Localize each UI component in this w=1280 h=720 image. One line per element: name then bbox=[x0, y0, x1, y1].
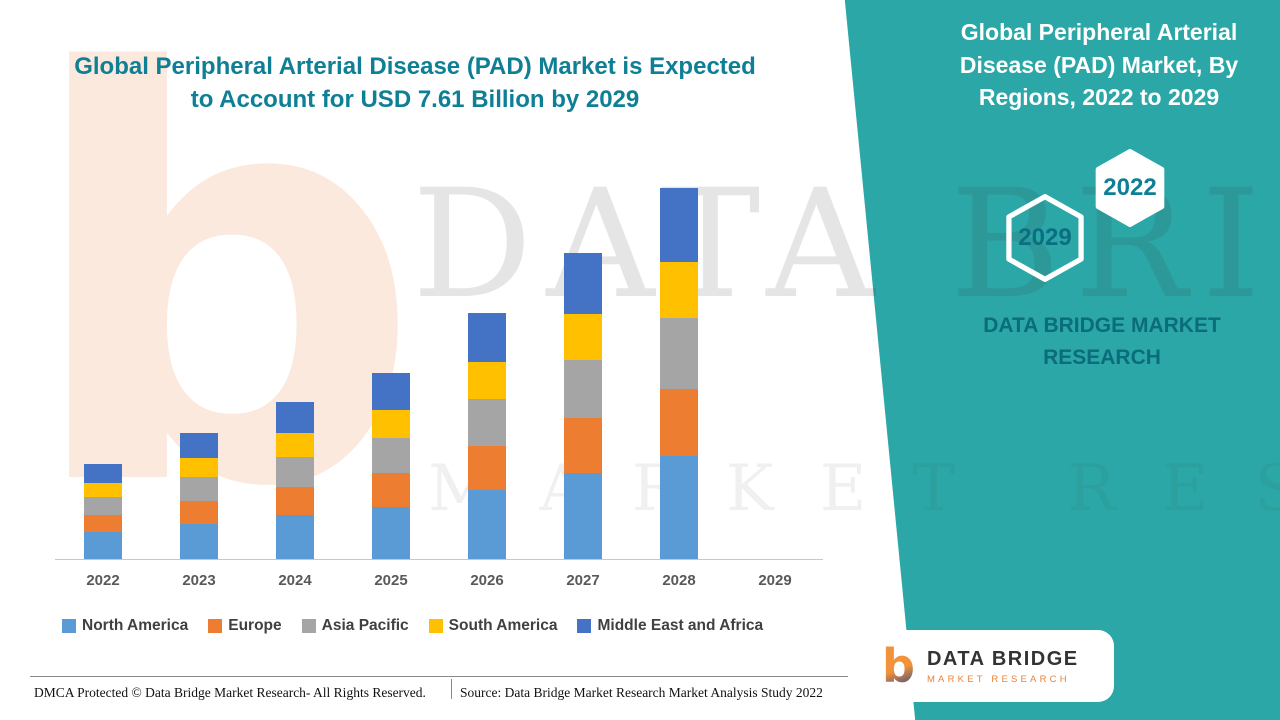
segment-north-america bbox=[468, 490, 506, 559]
segment-north-america bbox=[180, 524, 218, 559]
footer-divider-line bbox=[30, 676, 848, 677]
legend-swatch-icon bbox=[577, 619, 592, 633]
legend-swatch-icon bbox=[428, 619, 443, 633]
segment-south-america bbox=[276, 433, 314, 457]
footer-vertical-divider bbox=[451, 679, 452, 699]
page-title: Global Peripheral Arterial Disease (PAD)… bbox=[74, 53, 756, 114]
bar-slot-2029 bbox=[727, 175, 823, 559]
logo-name: DATA BRIDGE bbox=[926, 647, 1079, 670]
x-axis-label-2029: 2029 bbox=[758, 572, 792, 589]
source-note: Source: Data Bridge Market Research Mark… bbox=[460, 685, 823, 700]
bar-slot-2024 bbox=[247, 175, 343, 559]
stacked-bar-2026 bbox=[468, 313, 506, 559]
x-axis-label-2025: 2025 bbox=[374, 572, 408, 589]
stacked-bar-2023 bbox=[180, 433, 218, 559]
x-axis-label-2023: 2023 bbox=[182, 572, 216, 589]
segment-south-america bbox=[660, 262, 698, 318]
stacked-bar-2025 bbox=[372, 373, 410, 559]
x-axis-label-2024: 2024 bbox=[278, 572, 312, 589]
bars bbox=[55, 175, 823, 560]
hexagon-2029: 2029 bbox=[1001, 194, 1089, 282]
x-axis-labels: 2022 2023 2024 2025 2026 2027 2028 2029 bbox=[55, 572, 823, 589]
legend-label: North America bbox=[82, 617, 189, 634]
hexagon-2029-label: 2029 bbox=[1018, 224, 1072, 251]
segment-asia-pacific bbox=[180, 477, 218, 501]
segment-south-america bbox=[564, 314, 602, 360]
dbmr-logo-card: b DATA BRIDGE MARKET RESEARCH bbox=[866, 630, 1114, 702]
segment-europe bbox=[372, 473, 410, 507]
hexagon-filled-icon bbox=[1095, 149, 1165, 227]
legend-item-south-america: South America bbox=[428, 617, 558, 635]
segment-middle-east-and-africa bbox=[660, 188, 698, 262]
segment-middle-east-and-africa bbox=[468, 313, 506, 362]
segment-middle-east-and-africa bbox=[84, 464, 122, 483]
legend-label: Middle East and Africa bbox=[597, 617, 764, 634]
side-panel-title: Global Peripheral Arterial Disease (PAD)… bbox=[959, 19, 1239, 111]
bar-slot-2022 bbox=[55, 175, 151, 559]
segment-asia-pacific bbox=[660, 318, 698, 389]
hexagon-2022: 2022 bbox=[1091, 149, 1169, 227]
bar-slot-2025 bbox=[343, 175, 439, 559]
segment-europe bbox=[84, 515, 122, 532]
legend-swatch-icon bbox=[62, 619, 76, 633]
segment-north-america bbox=[84, 532, 122, 559]
segment-asia-pacific bbox=[372, 438, 410, 473]
segment-europe bbox=[180, 501, 218, 524]
side-panel-brand-text: DATA BRIDGE MARKET RESEARCH bbox=[983, 314, 1221, 369]
bar-slot-2023 bbox=[151, 175, 247, 559]
logo-subtitle: MARKET RESEARCH bbox=[926, 673, 1070, 685]
stacked-bar-2027 bbox=[564, 253, 602, 559]
legend-item-north-america: North America bbox=[62, 617, 188, 635]
segment-middle-east-and-africa bbox=[372, 373, 410, 410]
segment-north-america bbox=[372, 507, 410, 559]
x-axis-label-2022: 2022 bbox=[86, 572, 120, 589]
segment-south-america bbox=[84, 483, 122, 497]
dbmr-logo-icon: b bbox=[882, 639, 915, 693]
segment-middle-east-and-africa bbox=[564, 253, 602, 314]
legend-item-middle-east-and-africa: Middle East and Africa bbox=[577, 617, 763, 635]
bar-slot-2027 bbox=[535, 175, 631, 559]
stacked-bar-2028 bbox=[660, 188, 698, 559]
stacked-bar-2024 bbox=[276, 402, 314, 559]
segment-asia-pacific bbox=[564, 360, 602, 418]
bar-slot-2028 bbox=[631, 175, 727, 559]
segment-south-america bbox=[180, 458, 218, 477]
legend-label: Asia Pacific bbox=[321, 617, 409, 634]
hexagon-2022-label: 2022 bbox=[1103, 174, 1157, 201]
legend-item-asia-pacific: Asia Pacific bbox=[301, 617, 409, 635]
hexagon-outline-icon bbox=[1006, 194, 1084, 282]
x-axis-label-2028: 2028 bbox=[662, 572, 696, 589]
legend-item-europe: Europe bbox=[208, 617, 282, 635]
segment-europe bbox=[564, 418, 602, 473]
segment-middle-east-and-africa bbox=[276, 402, 314, 433]
bar-slot-2026 bbox=[439, 175, 535, 559]
segment-asia-pacific bbox=[84, 497, 122, 515]
segment-north-america bbox=[276, 515, 314, 559]
x-axis-label-2026: 2026 bbox=[470, 572, 504, 589]
dmca-notice: DMCA Protected © Data Bridge Market Rese… bbox=[34, 685, 426, 700]
legend-swatch-icon bbox=[301, 619, 316, 633]
segment-north-america bbox=[660, 456, 698, 559]
segment-asia-pacific bbox=[468, 399, 506, 446]
stacked-bar-2022 bbox=[84, 464, 122, 559]
legend-swatch-icon bbox=[208, 619, 223, 633]
legend-label: Europe bbox=[228, 617, 282, 634]
segment-europe bbox=[276, 487, 314, 515]
legend: North America Europe Asia Pacific South Ame… bbox=[62, 617, 763, 635]
segment-north-america bbox=[564, 473, 602, 559]
segment-middle-east-and-africa bbox=[180, 433, 218, 458]
legend-label: South America bbox=[448, 617, 558, 634]
x-axis-label-2027: 2027 bbox=[566, 572, 600, 589]
segment-south-america bbox=[372, 410, 410, 438]
segment-south-america bbox=[468, 362, 506, 399]
segment-europe bbox=[660, 389, 698, 456]
segment-europe bbox=[468, 446, 506, 490]
segment-asia-pacific bbox=[276, 457, 314, 487]
stacked-bar-chart: 2022 2023 2024 2025 2026 2027 2028 2029 bbox=[55, 175, 823, 589]
